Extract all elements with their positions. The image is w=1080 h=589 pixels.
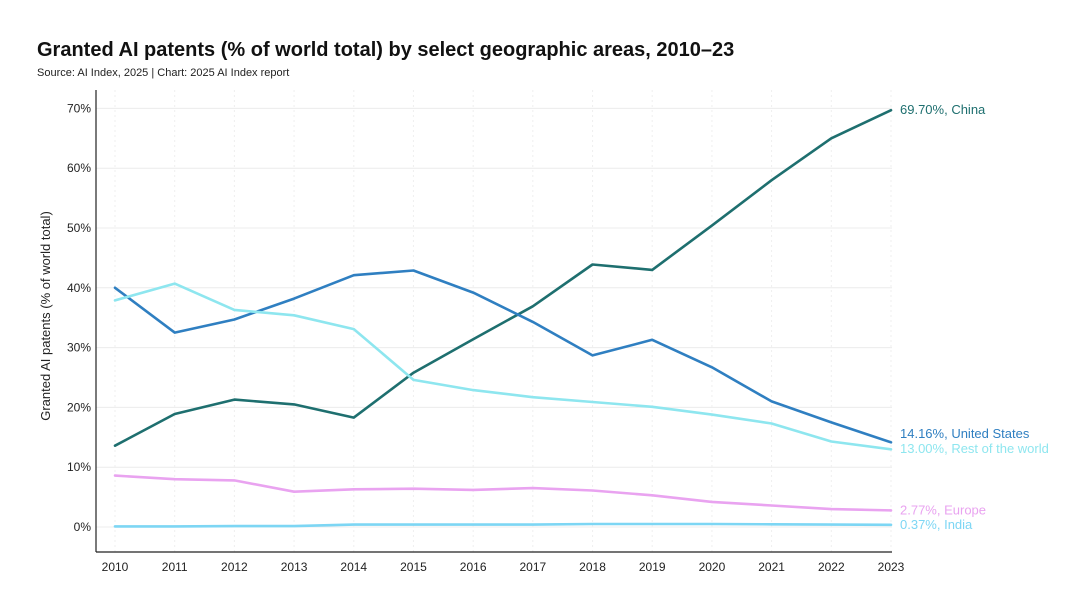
series-line-rest-of-the-world [113,282,893,451]
y-axis-title: Granted AI patents (% of world total) [38,211,53,421]
end-label-united-states: 14.16%, United States [900,426,1030,441]
label-layer: 0% 10% 20% 30% 40% 50% 60% 70% 2010 2011 2012 2013 2… [38,101,1049,574]
x-tick-label: 2014 [340,560,367,574]
x-tick-label: 2016 [460,560,487,574]
series-layer [113,108,893,528]
end-label-europe: 2.77%, Europe [900,502,986,517]
y-tick-label: 10% [67,460,91,474]
x-tick-label: 2011 [162,560,188,574]
y-tick-label: 60% [67,161,91,175]
x-tick-label: 2020 [699,560,726,574]
x-tick-label: 2015 [400,560,427,574]
series-line-europe [113,474,893,512]
x-tick-label: 2013 [281,560,308,574]
y-tick-label: 20% [67,400,91,414]
x-tick-label: 2018 [579,560,606,574]
x-tick-label: 2019 [639,560,666,574]
end-label-india: 0.37%, India [900,517,973,532]
x-tick-label: 2021 [758,560,785,574]
y-tick-label: 40% [67,281,91,295]
end-label-rest-of-the-world: 13.00%, Rest of the world [900,441,1049,456]
x-tick-label: 2023 [878,560,905,574]
series-line-india [113,522,893,528]
series-line-united-states [113,269,893,444]
x-tick-label: 2012 [221,560,248,574]
axis-layer [95,90,892,553]
series-line-china [113,108,893,448]
y-tick-label: 50% [67,221,91,235]
end-label-china: 69.70%, China [900,102,986,117]
x-tick-label: 2017 [519,560,546,574]
x-tick-label: 2022 [818,560,845,574]
y-tick-label: 30% [67,341,91,355]
chart-subtitle: Source: AI Index, 2025 | Chart: 2025 AI … [37,67,290,79]
x-tick-label: 2010 [102,560,129,574]
y-tick-label: 0% [74,520,92,534]
grid-layer [96,90,892,552]
chart-title: Granted AI patents (% of world total) by… [37,39,735,61]
y-tick-label: 70% [67,101,91,115]
